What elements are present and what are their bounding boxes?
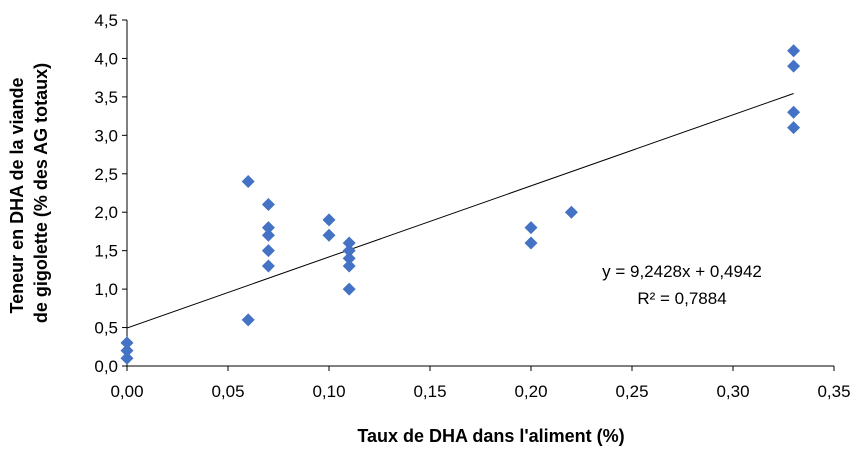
- data-point: [322, 213, 336, 227]
- data-point: [342, 282, 356, 296]
- x-tick-label: 0,15: [413, 382, 446, 401]
- data-point: [787, 59, 801, 73]
- data-point: [241, 313, 255, 327]
- data-points: [120, 44, 801, 365]
- y-axis-title-line-1: Teneur en DHA de la viande: [7, 77, 27, 313]
- x-tick-label: 0,05: [211, 382, 244, 401]
- y-tick-label: 2,0: [94, 203, 118, 222]
- trendline-group: [126, 93, 794, 329]
- trendline-equation: y = 9,2428x + 0,4942: [602, 262, 762, 281]
- tick-labels: 0,0 0,5 1,0 1,5 2,0 2,5 3,0 3,5 4,0 4,5 0,00 0,05 0,…: [94, 11, 850, 401]
- y-axis-title-line-2: de gigolette (% des AG totaux): [31, 63, 51, 323]
- data-point: [787, 44, 801, 58]
- x-tick-label: 0,10: [312, 382, 345, 401]
- x-tick-label: 0,35: [817, 382, 850, 401]
- axes: [122, 19, 835, 371]
- data-point: [787, 121, 801, 135]
- data-point: [564, 205, 578, 219]
- x-tick-label: 0,00: [110, 382, 143, 401]
- data-point: [322, 228, 336, 242]
- data-point: [241, 174, 255, 188]
- data-point: [524, 236, 538, 250]
- y-tick-label: 2,5: [94, 165, 118, 184]
- y-tick-label: 3,5: [94, 88, 118, 107]
- data-point: [342, 236, 356, 250]
- y-tick-label: 1,5: [94, 242, 118, 261]
- data-point: [261, 228, 275, 242]
- y-tick-label: 0,5: [94, 319, 118, 338]
- data-point: [261, 198, 275, 212]
- r-squared-label: R² = 0,7884: [637, 289, 726, 308]
- y-tick-label: 4,5: [94, 11, 118, 30]
- y-tick-label: 0,0: [94, 357, 118, 376]
- y-tick-label: 3,0: [94, 126, 118, 145]
- data-point: [261, 221, 275, 235]
- y-axis-title: Teneur en DHA de la viande de gigolette …: [7, 63, 51, 323]
- x-tick-label: 0,30: [716, 382, 749, 401]
- data-point: [120, 336, 134, 350]
- data-point: [342, 244, 356, 258]
- x-tick-label: 0,20: [514, 382, 547, 401]
- data-point: [787, 105, 801, 119]
- x-axis-title: Taux de DHA dans l'aliment (%): [357, 426, 624, 446]
- data-point: [261, 244, 275, 258]
- y-tick-label: 4,0: [94, 49, 118, 68]
- data-point: [342, 259, 356, 273]
- data-point: [120, 351, 134, 365]
- trendline: [126, 93, 794, 329]
- data-point: [342, 251, 356, 265]
- data-point: [120, 344, 134, 358]
- x-tick-label: 0,25: [615, 382, 648, 401]
- y-tick-label: 1,0: [94, 280, 118, 299]
- data-point: [524, 221, 538, 235]
- data-point: [261, 259, 275, 273]
